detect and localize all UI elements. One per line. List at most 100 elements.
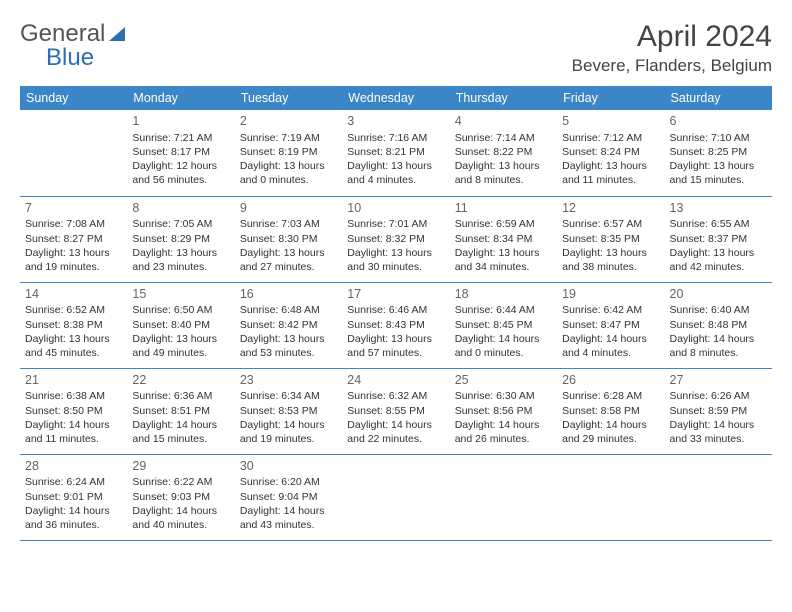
day-number: 21 <box>25 372 122 389</box>
sunset-line: Sunset: 8:19 PM <box>240 145 337 159</box>
calendar-day-cell: 26Sunrise: 6:28 AMSunset: 8:58 PMDayligh… <box>557 368 664 454</box>
calendar-header-row: SundayMondayTuesdayWednesdayThursdayFrid… <box>20 86 772 110</box>
daylight-line: Daylight: 13 hours and 19 minutes. <box>25 246 122 274</box>
day-number: 9 <box>240 200 337 217</box>
weekday-header: Wednesday <box>342 86 449 110</box>
calendar-day-cell: 23Sunrise: 6:34 AMSunset: 8:53 PMDayligh… <box>235 368 342 454</box>
calendar-day-cell: 27Sunrise: 6:26 AMSunset: 8:59 PMDayligh… <box>665 368 772 454</box>
day-number: 25 <box>455 372 552 389</box>
sunrise-line: Sunrise: 6:34 AM <box>240 389 337 403</box>
day-number: 8 <box>132 200 229 217</box>
day-number: 6 <box>670 113 767 130</box>
daylight-line: Daylight: 13 hours and 45 minutes. <box>25 332 122 360</box>
sunrise-line: Sunrise: 7:12 AM <box>562 131 659 145</box>
daylight-line: Daylight: 13 hours and 38 minutes. <box>562 246 659 274</box>
calendar-day-cell: 11Sunrise: 6:59 AMSunset: 8:34 PMDayligh… <box>450 196 557 282</box>
sunrise-line: Sunrise: 6:28 AM <box>562 389 659 403</box>
sunset-line: Sunset: 8:58 PM <box>562 404 659 418</box>
sunset-line: Sunset: 8:59 PM <box>670 404 767 418</box>
weekday-header: Friday <box>557 86 664 110</box>
page-header: General April 2024 Bevere, Flanders, Bel… <box>20 20 772 76</box>
day-number: 7 <box>25 200 122 217</box>
sunset-line: Sunset: 9:03 PM <box>132 490 229 504</box>
daylight-line: Daylight: 13 hours and 0 minutes. <box>240 159 337 187</box>
calendar-empty-cell <box>20 110 127 196</box>
day-number: 24 <box>347 372 444 389</box>
day-number: 22 <box>132 372 229 389</box>
sunrise-line: Sunrise: 6:55 AM <box>670 217 767 231</box>
calendar-week-row: 21Sunrise: 6:38 AMSunset: 8:50 PMDayligh… <box>20 368 772 454</box>
calendar-day-cell: 20Sunrise: 6:40 AMSunset: 8:48 PMDayligh… <box>665 282 772 368</box>
calendar-week-row: 1Sunrise: 7:21 AMSunset: 8:17 PMDaylight… <box>20 110 772 196</box>
day-number: 12 <box>562 200 659 217</box>
sunset-line: Sunset: 8:40 PM <box>132 318 229 332</box>
logo-text-blue-wrap: Blue <box>46 44 94 72</box>
daylight-line: Daylight: 14 hours and 36 minutes. <box>25 504 122 532</box>
weekday-header: Saturday <box>665 86 772 110</box>
sunset-line: Sunset: 8:27 PM <box>25 232 122 246</box>
calendar-day-cell: 4Sunrise: 7:14 AMSunset: 8:22 PMDaylight… <box>450 110 557 196</box>
calendar-day-cell: 14Sunrise: 6:52 AMSunset: 8:38 PMDayligh… <box>20 282 127 368</box>
weekday-header: Tuesday <box>235 86 342 110</box>
daylight-line: Daylight: 13 hours and 15 minutes. <box>670 159 767 187</box>
sunrise-line: Sunrise: 6:32 AM <box>347 389 444 403</box>
day-number: 4 <box>455 113 552 130</box>
sunset-line: Sunset: 8:53 PM <box>240 404 337 418</box>
sunset-line: Sunset: 8:21 PM <box>347 145 444 159</box>
daylight-line: Daylight: 13 hours and 42 minutes. <box>670 246 767 274</box>
sunrise-line: Sunrise: 6:38 AM <box>25 389 122 403</box>
weekday-header: Sunday <box>20 86 127 110</box>
sunset-line: Sunset: 8:55 PM <box>347 404 444 418</box>
sunrise-line: Sunrise: 7:03 AM <box>240 217 337 231</box>
daylight-line: Daylight: 14 hours and 0 minutes. <box>455 332 552 360</box>
sunset-line: Sunset: 8:25 PM <box>670 145 767 159</box>
calendar-day-cell: 30Sunrise: 6:20 AMSunset: 9:04 PMDayligh… <box>235 454 342 540</box>
calendar-day-cell: 22Sunrise: 6:36 AMSunset: 8:51 PMDayligh… <box>127 368 234 454</box>
sunset-line: Sunset: 8:30 PM <box>240 232 337 246</box>
day-number: 16 <box>240 286 337 303</box>
day-number: 18 <box>455 286 552 303</box>
calendar-day-cell: 2Sunrise: 7:19 AMSunset: 8:19 PMDaylight… <box>235 110 342 196</box>
sunset-line: Sunset: 8:17 PM <box>132 145 229 159</box>
logo-text-blue: Blue <box>46 44 94 71</box>
sunrise-line: Sunrise: 7:10 AM <box>670 131 767 145</box>
sunset-line: Sunset: 8:42 PM <box>240 318 337 332</box>
calendar-day-cell: 1Sunrise: 7:21 AMSunset: 8:17 PMDaylight… <box>127 110 234 196</box>
daylight-line: Daylight: 13 hours and 23 minutes. <box>132 246 229 274</box>
daylight-line: Daylight: 14 hours and 19 minutes. <box>240 418 337 446</box>
title-block: April 2024 Bevere, Flanders, Belgium <box>572 20 772 76</box>
calendar-day-cell: 19Sunrise: 6:42 AMSunset: 8:47 PMDayligh… <box>557 282 664 368</box>
sunrise-line: Sunrise: 6:30 AM <box>455 389 552 403</box>
sunrise-line: Sunrise: 6:40 AM <box>670 303 767 317</box>
sunrise-line: Sunrise: 7:19 AM <box>240 131 337 145</box>
sunset-line: Sunset: 8:56 PM <box>455 404 552 418</box>
daylight-line: Daylight: 13 hours and 11 minutes. <box>562 159 659 187</box>
calendar-day-cell: 18Sunrise: 6:44 AMSunset: 8:45 PMDayligh… <box>450 282 557 368</box>
sunrise-line: Sunrise: 6:46 AM <box>347 303 444 317</box>
day-number: 28 <box>25 458 122 475</box>
sunrise-line: Sunrise: 6:36 AM <box>132 389 229 403</box>
sunrise-line: Sunrise: 6:44 AM <box>455 303 552 317</box>
sunrise-line: Sunrise: 6:59 AM <box>455 217 552 231</box>
day-number: 30 <box>240 458 337 475</box>
daylight-line: Daylight: 13 hours and 57 minutes. <box>347 332 444 360</box>
sunrise-line: Sunrise: 7:08 AM <box>25 217 122 231</box>
daylight-line: Daylight: 14 hours and 4 minutes. <box>562 332 659 360</box>
sunset-line: Sunset: 8:51 PM <box>132 404 229 418</box>
daylight-line: Daylight: 13 hours and 53 minutes. <box>240 332 337 360</box>
calendar-day-cell: 3Sunrise: 7:16 AMSunset: 8:21 PMDaylight… <box>342 110 449 196</box>
calendar-table: SundayMondayTuesdayWednesdayThursdayFrid… <box>20 86 772 541</box>
location-label: Bevere, Flanders, Belgium <box>572 56 772 76</box>
daylight-line: Daylight: 13 hours and 8 minutes. <box>455 159 552 187</box>
calendar-day-cell: 10Sunrise: 7:01 AMSunset: 8:32 PMDayligh… <box>342 196 449 282</box>
sunset-line: Sunset: 8:47 PM <box>562 318 659 332</box>
day-number: 2 <box>240 113 337 130</box>
month-title: April 2024 <box>572 20 772 54</box>
sunrise-line: Sunrise: 6:26 AM <box>670 389 767 403</box>
daylight-line: Daylight: 14 hours and 15 minutes. <box>132 418 229 446</box>
daylight-line: Daylight: 13 hours and 4 minutes. <box>347 159 444 187</box>
day-number: 14 <box>25 286 122 303</box>
day-number: 11 <box>455 200 552 217</box>
day-number: 5 <box>562 113 659 130</box>
day-number: 1 <box>132 113 229 130</box>
